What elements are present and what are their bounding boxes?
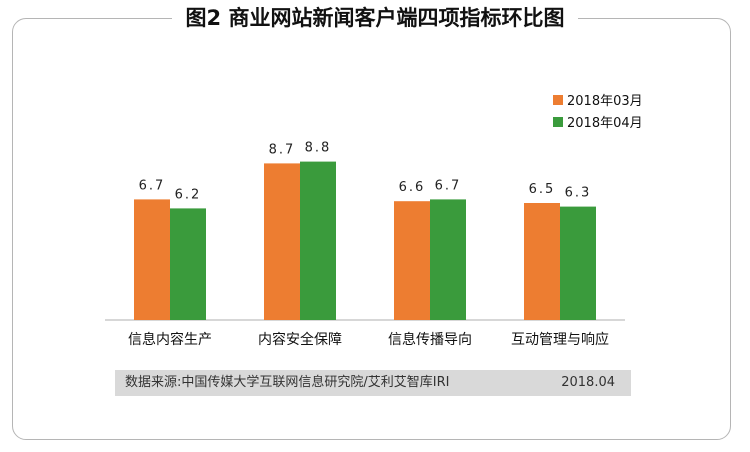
bar <box>524 203 560 320</box>
category-label: 信息传播导向 <box>388 331 472 348</box>
source-bar: 数据来源:中国传媒大学互联网信息研究院/艾利艾智库IRI 2018.04 <box>115 370 631 396</box>
data-label: 6.5 <box>529 182 556 197</box>
data-label: 6.6 <box>399 180 426 195</box>
data-label: 6.7 <box>435 178 462 193</box>
data-label: 6.2 <box>175 187 202 202</box>
category-label: 信息内容生产 <box>128 331 212 348</box>
legend-swatch <box>553 95 563 105</box>
chart-title: 图2 商业网站新闻客户端四项指标环比图 <box>171 4 579 32</box>
data-label: 8.7 <box>269 142 296 157</box>
bar <box>560 206 596 320</box>
source-date: 2018.04 <box>561 375 615 390</box>
data-label: 6.7 <box>139 178 166 193</box>
bar <box>300 161 336 320</box>
source-text: 数据来源:中国传媒大学互联网信息研究院/艾利艾智库IRI <box>125 375 450 390</box>
bar <box>264 163 300 320</box>
legend-label: 2018年04月 <box>567 116 643 131</box>
category-label: 互动管理与响应 <box>511 331 609 348</box>
legend-swatch <box>553 117 563 127</box>
bar <box>430 199 466 320</box>
bar <box>170 208 206 320</box>
title-wrap: 图2 商业网站新闻客户端四项指标环比图 <box>0 4 750 32</box>
data-label: 6.3 <box>565 186 592 201</box>
legend-label: 2018年03月 <box>567 94 643 109</box>
bar <box>394 201 430 320</box>
category-label: 内容安全保障 <box>258 331 342 348</box>
data-label: 8.8 <box>305 141 332 156</box>
bar <box>134 199 170 320</box>
